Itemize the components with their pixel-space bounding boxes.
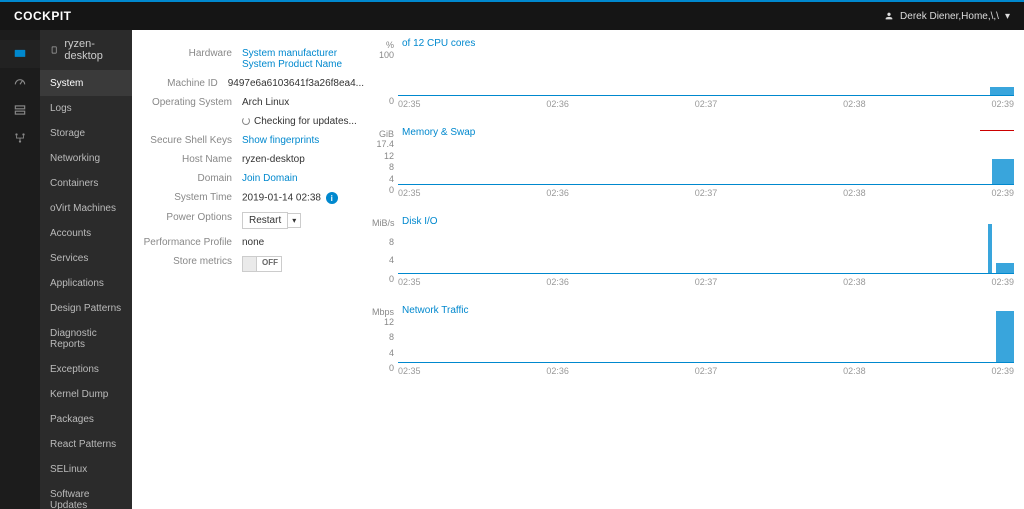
network-unit: Mbps — [372, 307, 394, 317]
charts-panel: % of 12 CPU cores 100 0 02:3502:3602:370… — [372, 30, 1024, 509]
power-dropdown: Restart▾ — [242, 212, 364, 229]
host-icon — [50, 44, 58, 56]
dashboard-icon — [13, 47, 27, 61]
power-label: Power Options — [132, 212, 242, 229]
user-menu[interactable]: Derek Diener,Home,\,\ ▾ — [884, 11, 1010, 22]
icon-rail — [0, 30, 40, 509]
rail-storage[interactable] — [0, 96, 40, 124]
network-chart: Mbps Network Traffic 12840 02:3502:3602:… — [372, 307, 1014, 376]
main-content: Hardware System manufacturer System Prod… — [132, 30, 1024, 509]
machine-id-value: 9497e6a6103641f3a26f8ea4... — [228, 78, 364, 89]
rail-dashboard[interactable] — [0, 40, 40, 68]
sidebar-item-react-patterns[interactable]: React Patterns — [40, 432, 132, 457]
hardware-link[interactable]: System manufacturer System Product Name — [242, 48, 364, 70]
server-icon — [13, 103, 27, 117]
top-bar: COCKPIT Derek Diener,Home,\,\ ▾ — [0, 0, 1024, 30]
machine-id-label: Machine ID — [132, 78, 228, 89]
system-time-value: 2019-01-14 02:38 i — [242, 192, 364, 204]
perf-label: Performance Profile — [132, 237, 242, 248]
power-caret[interactable]: ▾ — [288, 213, 301, 228]
user-icon — [884, 11, 894, 21]
hostname-value: ryzen-desktop — [242, 154, 364, 165]
sidebar-item-selinux[interactable]: SELinux — [40, 457, 132, 482]
system-details: Hardware System manufacturer System Prod… — [132, 30, 372, 509]
sidebar-item-kernel-dump[interactable]: Kernel Dump — [40, 382, 132, 407]
gauge-icon — [13, 75, 27, 89]
updates-status: Checking for updates... — [242, 116, 364, 127]
memory-chart-area — [398, 129, 1014, 185]
cpu-chart-area — [398, 40, 1014, 96]
rail-network[interactable] — [0, 124, 40, 152]
user-name: Derek Diener,Home,\,\ — [900, 11, 999, 22]
sidebar-item-system[interactable]: System — [40, 71, 132, 96]
memory-chart: GiB Memory & Swap 17.412840 02:3502:3602… — [372, 129, 1014, 198]
chevron-down-icon: ▾ — [1005, 11, 1010, 22]
sidebar-item-logs[interactable]: Logs — [40, 96, 132, 121]
sidebar-item-diagnostic-reports[interactable]: Diagnostic Reports — [40, 321, 132, 357]
spinner-icon — [242, 117, 250, 125]
sidebar-item-accounts[interactable]: Accounts — [40, 221, 132, 246]
cpu-unit: % — [386, 40, 394, 50]
info-icon[interactable]: i — [326, 192, 338, 204]
sidebar-item-networking[interactable]: Networking — [40, 146, 132, 171]
cpu-chart: % of 12 CPU cores 100 0 02:3502:3602:370… — [372, 40, 1014, 109]
sidebar-item-design-patterns[interactable]: Design Patterns — [40, 296, 132, 321]
sidebar-item-exceptions[interactable]: Exceptions — [40, 357, 132, 382]
ssh-keys-label: Secure Shell Keys — [132, 135, 242, 146]
hostname-label: Host Name — [132, 154, 242, 165]
domain-label: Domain — [132, 173, 242, 184]
domain-link[interactable]: Join Domain — [242, 173, 364, 184]
metrics-toggle[interactable]: OFF — [242, 256, 282, 272]
network-icon — [13, 131, 27, 145]
sidebar-item-services[interactable]: Services — [40, 246, 132, 271]
sidebar-host-name: ryzen-desktop — [64, 38, 122, 62]
os-value: Arch Linux — [242, 97, 364, 108]
brand-logo: COCKPIT — [14, 9, 72, 23]
hardware-label: Hardware — [132, 48, 242, 70]
sidebar-item-software-updates[interactable]: Software Updates — [40, 482, 132, 509]
disk-unit: MiB/s — [372, 218, 395, 228]
perf-value: none — [242, 237, 364, 248]
metrics-label: Store metrics — [132, 256, 242, 275]
memory-unit: GiB — [379, 129, 394, 139]
disk-chart: MiB/s Disk I/O 840 02:3502:3602:3702:380… — [372, 218, 1014, 287]
network-chart-area — [398, 307, 1014, 363]
system-time-label: System Time — [132, 192, 242, 204]
sidebar-item-applications[interactable]: Applications — [40, 271, 132, 296]
sidebar-item-storage[interactable]: Storage — [40, 121, 132, 146]
os-label: Operating System — [132, 97, 242, 108]
sidebar-item-ovirt-machines[interactable]: oVirt Machines — [40, 196, 132, 221]
sidebar: ryzen-desktop SystemLogsStorageNetworkin… — [40, 30, 132, 509]
disk-chart-area — [398, 218, 1014, 274]
ssh-keys-link[interactable]: Show fingerprints — [242, 135, 364, 146]
restart-button[interactable]: Restart — [242, 212, 288, 229]
sidebar-item-packages[interactable]: Packages — [40, 407, 132, 432]
sidebar-host[interactable]: ryzen-desktop — [40, 30, 132, 71]
sidebar-item-containers[interactable]: Containers — [40, 171, 132, 196]
rail-meter[interactable] — [0, 68, 40, 96]
